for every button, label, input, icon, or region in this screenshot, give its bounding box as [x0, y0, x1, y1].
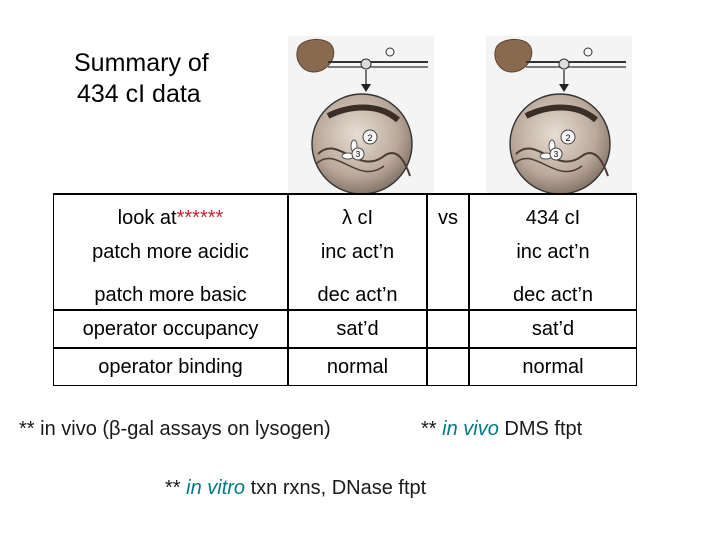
summary-table: look at****** patch more acidic patch mo…: [53, 193, 637, 386]
fig1-label-3: 3: [356, 150, 361, 159]
title-line-2: 434 cI data: [77, 80, 201, 108]
lambda-operator-occupancy-cell: sat’d: [289, 311, 426, 347]
property-operator-binding: operator binding: [98, 356, 243, 378]
header-lambda-ci: λ cI: [341, 207, 374, 229]
lambda-cell-block-1: λ cI inc act’n dec act’n: [289, 195, 426, 309]
434-operator-occupancy: sat’d: [531, 318, 575, 340]
vs-cell-row-3: [428, 349, 468, 385]
footnote-in-vitro: ** in vitro txn rxns, DNase ftpt: [165, 477, 426, 500]
title-line-1: Summary of: [74, 49, 209, 77]
property-cell-block-1: look at****** patch more acidic patch mo…: [54, 195, 287, 309]
property-operator-occupancy: operator occupancy: [82, 318, 259, 340]
434-operator-binding: normal: [522, 356, 584, 378]
footnote-in-vitro-italic: in vitro: [186, 477, 246, 499]
header-vs: vs: [438, 207, 458, 229]
434-operator-occupancy-cell: sat’d: [470, 311, 636, 347]
property-patch-basic: patch more basic: [94, 284, 247, 306]
vs-cell: vs: [428, 195, 468, 309]
footnote-in-vivo-italic: in vivo: [442, 418, 499, 440]
lambda-patch-acidic: inc act’n: [320, 241, 395, 263]
434-operator-binding-cell: normal: [470, 349, 636, 385]
header-look-at: look at******: [54, 207, 287, 229]
property-operator-occupancy-cell: operator occupancy: [54, 311, 287, 347]
footnote-in-vitro-prefix: **: [165, 477, 187, 499]
lambda-operator-occupancy: sat’d: [336, 318, 379, 340]
footnote-in-vitro-rest: txn rxns, DNase ftpt: [245, 477, 427, 499]
header-look-at-label: look at: [117, 207, 177, 229]
footnote-in-vivo-dms-prefix: **: [421, 418, 443, 440]
434-patch-basic: dec act’n: [512, 284, 594, 306]
fig1-label-2: 2: [367, 133, 372, 143]
footnote-in-vivo-dms: ** in vivo DMS ftpt: [421, 418, 582, 441]
footnote-in-vivo-dms-rest: DMS ftpt: [498, 418, 583, 440]
header-stars: ******: [176, 207, 224, 229]
434-patch-acidic: inc act’n: [516, 241, 590, 263]
lambda-patch-basic: dec act’n: [317, 284, 398, 306]
property-operator-binding-cell: operator binding: [54, 349, 287, 385]
lambda-operator-binding: normal: [326, 356, 389, 378]
lambda-operator-binding-cell: normal: [289, 349, 426, 385]
slide-title: Summary of 434 cI data: [74, 48, 209, 110]
434-repressor-illustration: 2 3: [486, 36, 632, 194]
fig2-label-3: 3: [554, 150, 559, 159]
434-cell-block-1: 434 cI inc act’n dec act’n: [470, 195, 636, 309]
lambda-repressor-illustration: 2 3: [288, 36, 434, 194]
vs-cell-row-2: [428, 311, 468, 347]
header-434-ci: 434 cI: [525, 207, 581, 229]
footnote-in-vivo-bgal: ** in vivo (β-gal assays on lysogen): [19, 418, 331, 440]
fig2-label-2: 2: [565, 133, 570, 143]
property-patch-acidic: patch more acidic: [92, 241, 249, 263]
